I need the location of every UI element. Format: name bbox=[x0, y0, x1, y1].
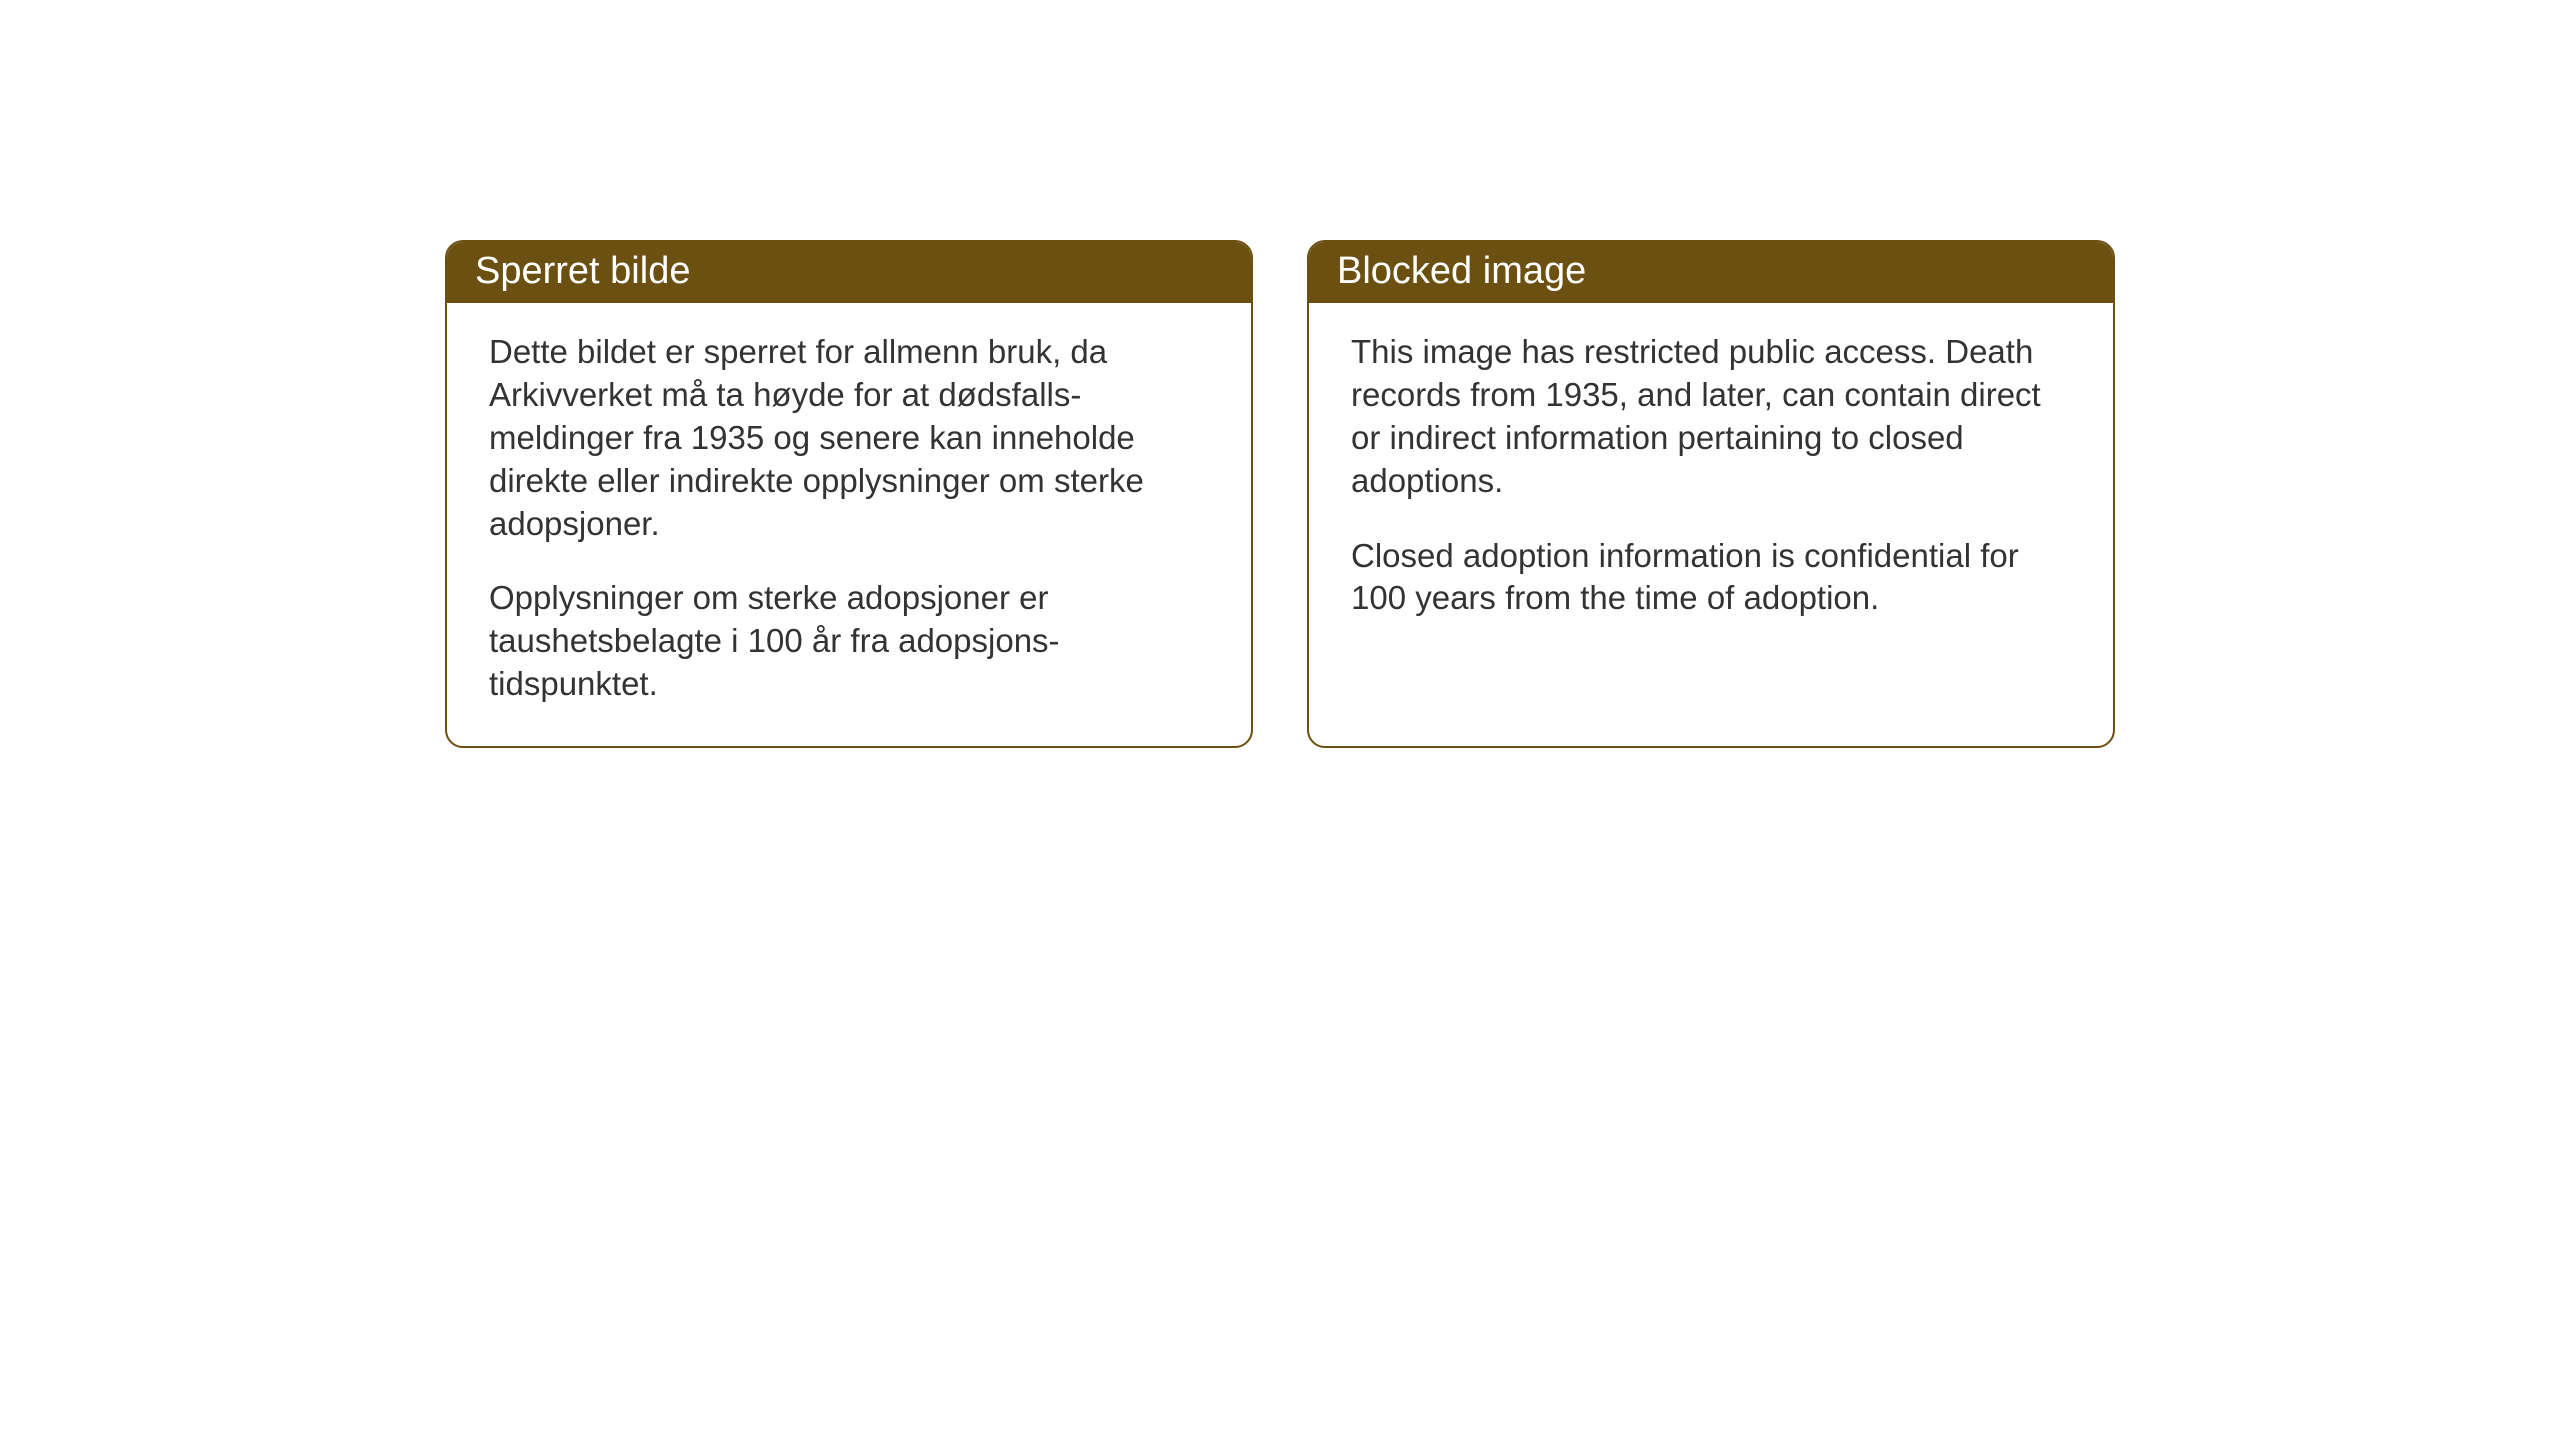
card-paragraph: Dette bildet er sperret for allmenn bruk… bbox=[489, 331, 1209, 545]
card-paragraph: Opplysninger om sterke adopsjoner er tau… bbox=[489, 577, 1209, 706]
notice-container: Sperret bilde Dette bildet er sperret fo… bbox=[445, 240, 2115, 748]
card-header-norwegian: Sperret bilde bbox=[447, 242, 1251, 303]
card-paragraph: Closed adoption information is confident… bbox=[1351, 535, 2071, 621]
notice-card-norwegian: Sperret bilde Dette bildet er sperret fo… bbox=[445, 240, 1253, 748]
card-paragraph: This image has restricted public access.… bbox=[1351, 331, 2071, 503]
card-title: Sperret bilde bbox=[475, 250, 690, 292]
card-header-english: Blocked image bbox=[1309, 242, 2113, 303]
card-body-english: This image has restricted public access.… bbox=[1309, 303, 2113, 656]
card-body-norwegian: Dette bildet er sperret for allmenn bruk… bbox=[447, 303, 1251, 742]
notice-card-english: Blocked image This image has restricted … bbox=[1307, 240, 2115, 748]
card-title: Blocked image bbox=[1337, 250, 1586, 292]
